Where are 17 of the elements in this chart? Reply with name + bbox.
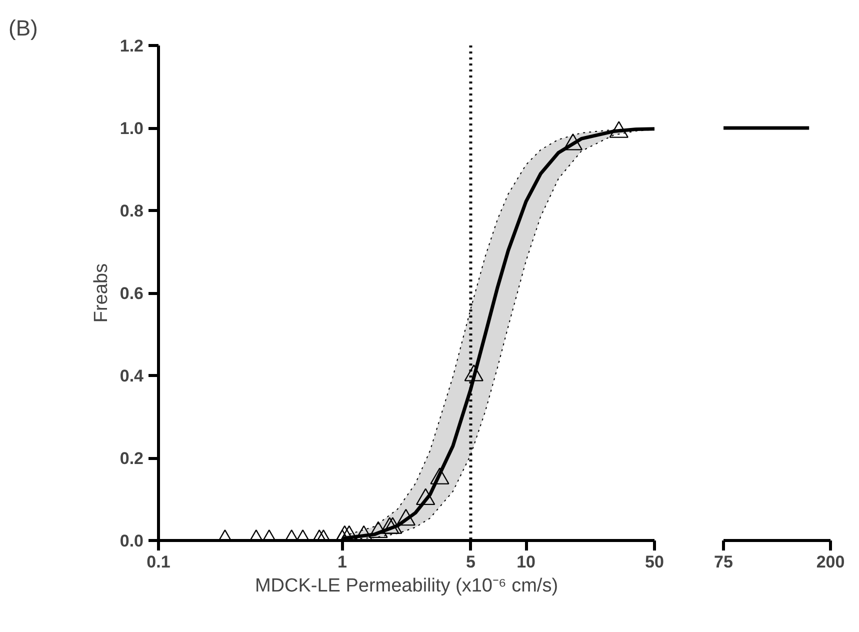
y-tick-label: 1.2 [120,36,144,56]
x-tick-label: 1 [338,552,348,572]
x-tick-label: 50 [645,552,664,572]
y-tick-label: 0.0 [120,532,144,550]
x-tick-label: 10 [516,552,536,572]
x-tick-label: 0.1 [146,552,170,572]
x-tick-label: 200 [816,552,845,572]
x-tick-label: 5 [466,552,476,572]
x-tick-label: 75 [714,552,733,572]
y-tick-label: 1.0 [120,119,144,138]
y-tick-label: 0.6 [120,284,144,303]
x-axis-title: MDCK-LE Permeability (x10⁻⁶ cm/s) [254,576,558,596]
y-tick-label: 0.8 [120,202,144,220]
y-axis-title: Freabs [90,263,112,323]
chart-title: (B) [8,16,38,40]
y-tick-label: 0.4 [120,366,144,386]
y-tick-label: 0.2 [120,449,144,468]
